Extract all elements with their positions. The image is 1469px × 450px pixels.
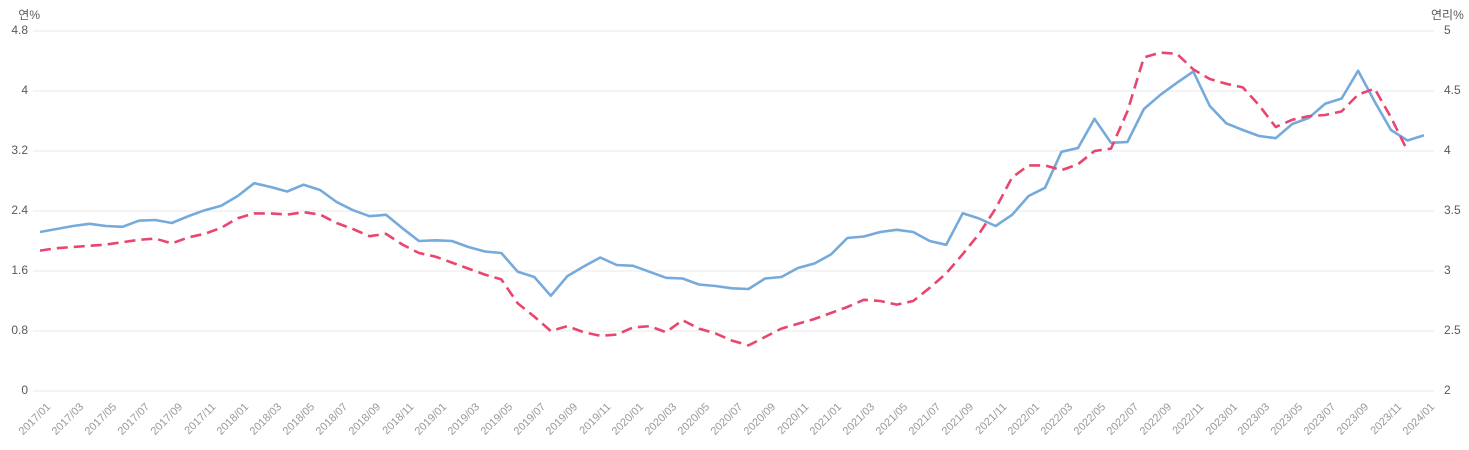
y-axis-label-left: 0.8 — [11, 323, 28, 337]
y-axis-label-left: 1.6 — [11, 263, 28, 277]
y-axis-label-right: 2.5 — [1444, 323, 1461, 337]
y-axis-label-right: 3.5 — [1444, 203, 1461, 217]
y-axis-label-left: 3.2 — [11, 143, 28, 157]
y-axis-label-left: 0 — [21, 383, 28, 397]
gridlines — [33, 30, 1434, 392]
y-axis-label-right: 3 — [1444, 263, 1451, 277]
y-axis-label-right: 2 — [1444, 383, 1451, 397]
series-lines — [39, 51, 1425, 347]
y-axis-label-left: 4 — [21, 83, 28, 97]
left-axis-title: 연% — [18, 8, 40, 22]
y-axis-label-right: 5 — [1444, 23, 1451, 37]
y-axis-label-right: 4.5 — [1444, 83, 1461, 97]
pink-dashed-line — [39, 51, 1409, 347]
y-axis-label-right: 4 — [1444, 143, 1451, 157]
blue-solid-line — [39, 69, 1425, 298]
y-axis-label-left: 4.8 — [11, 23, 28, 37]
y-axis-label-left: 2.4 — [11, 203, 28, 217]
right-axis-title: 연리% — [1431, 8, 1464, 22]
